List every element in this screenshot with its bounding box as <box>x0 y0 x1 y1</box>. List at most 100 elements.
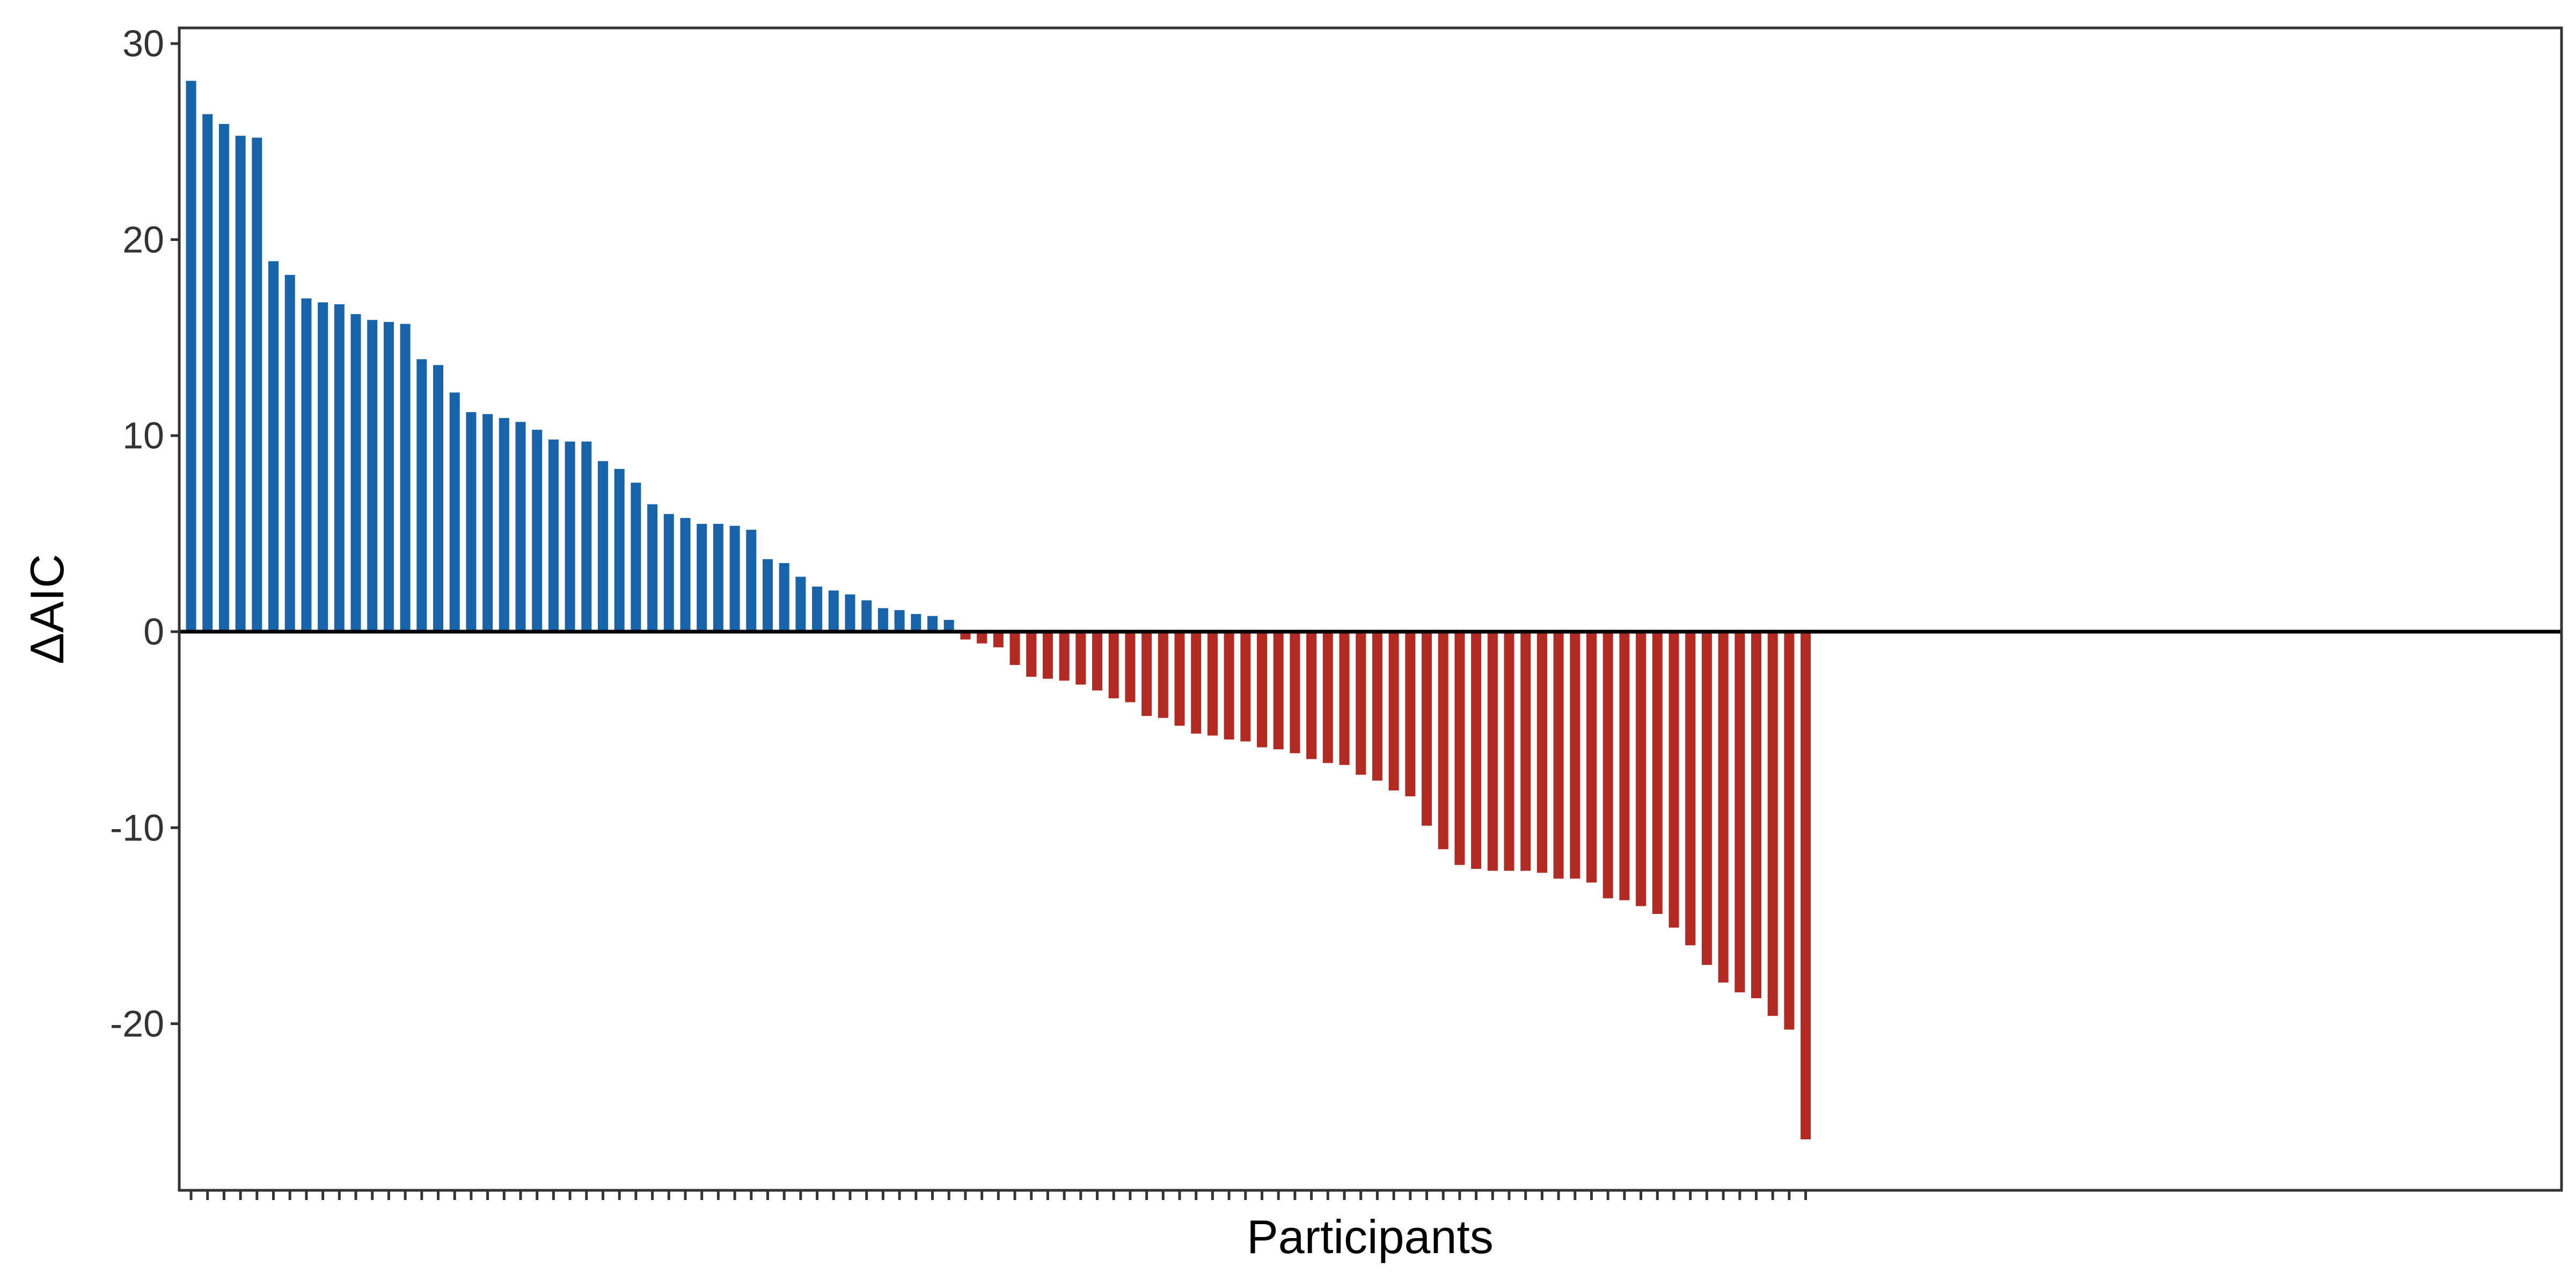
bar <box>1438 632 1448 850</box>
bar <box>1059 632 1070 681</box>
bar <box>1735 632 1745 993</box>
bar <box>1619 632 1630 901</box>
bar <box>1257 632 1267 748</box>
bar <box>186 80 196 632</box>
bar <box>911 614 921 632</box>
bar <box>1636 632 1646 906</box>
bar <box>598 461 608 632</box>
bar <box>977 632 987 643</box>
bar <box>1504 632 1514 871</box>
bar <box>350 314 361 632</box>
bar <box>680 518 691 632</box>
bar <box>548 440 559 632</box>
bar <box>1075 632 1086 685</box>
bar <box>1108 632 1119 699</box>
bar <box>828 590 839 632</box>
bar <box>367 320 378 632</box>
bar <box>663 514 674 632</box>
bar <box>1405 632 1416 796</box>
bar <box>499 418 509 632</box>
bar <box>532 429 543 632</box>
bar <box>877 608 888 632</box>
bar <box>1471 632 1482 869</box>
bar <box>318 302 328 632</box>
bars-group <box>186 80 1811 1139</box>
bar <box>1718 632 1729 983</box>
bar <box>400 324 411 632</box>
bar <box>631 482 641 632</box>
bar <box>449 392 460 632</box>
bar <box>697 524 707 632</box>
bar <box>1273 632 1284 750</box>
y-tick-label: 10 <box>122 415 164 457</box>
bar <box>383 321 394 632</box>
bar <box>1553 632 1564 879</box>
bar <box>466 412 477 632</box>
bar <box>746 530 757 632</box>
bar <box>894 610 905 632</box>
bar <box>1141 632 1152 716</box>
y-tick-label: -10 <box>110 807 164 848</box>
bar <box>235 135 246 632</box>
bar <box>1125 632 1136 702</box>
bar <box>1009 632 1020 665</box>
bar <box>1668 632 1679 928</box>
bar <box>515 422 526 632</box>
bar <box>482 414 493 632</box>
bar <box>1207 632 1218 736</box>
bar <box>1339 632 1350 765</box>
bar <box>1784 632 1795 1030</box>
bar <box>1586 632 1597 883</box>
bar <box>284 275 295 632</box>
bar <box>1422 632 1432 826</box>
x-axis-title: Participants <box>1247 1210 1494 1263</box>
bar <box>845 594 855 632</box>
bar <box>729 525 740 632</box>
bar <box>416 359 427 632</box>
bar <box>581 441 592 632</box>
bar <box>1520 632 1531 871</box>
bar <box>252 137 262 632</box>
bar <box>960 632 971 640</box>
bar <box>993 632 1004 648</box>
bar <box>1356 632 1366 775</box>
plot-background <box>179 28 2562 1190</box>
bar <box>1685 632 1696 946</box>
bar <box>433 365 443 632</box>
bar <box>1191 632 1202 734</box>
bar <box>334 304 345 632</box>
bar <box>1652 632 1663 914</box>
plot-border <box>178 26 2563 1192</box>
bar <box>1026 632 1037 677</box>
bar <box>301 298 312 632</box>
bar <box>795 576 806 632</box>
y-tick-label: -20 <box>110 1003 164 1045</box>
bar <box>565 441 575 632</box>
bar <box>713 524 723 632</box>
bar <box>927 616 938 632</box>
y-tick-label: 20 <box>122 218 164 260</box>
bar <box>1454 632 1465 865</box>
bar <box>1224 632 1234 740</box>
bar <box>202 114 213 632</box>
bar <box>218 124 229 632</box>
x-axis-ticks <box>189 1190 1807 1200</box>
bar <box>1092 632 1102 691</box>
bar <box>1751 632 1761 998</box>
bar <box>1174 632 1185 726</box>
y-tick-label: 0 <box>143 611 164 653</box>
bar <box>1536 632 1547 873</box>
bar <box>1767 632 1778 1016</box>
bar <box>1240 632 1251 742</box>
bar <box>1290 632 1300 753</box>
bar <box>647 504 658 632</box>
bar <box>1322 632 1333 763</box>
bar <box>1388 632 1399 791</box>
bar <box>1570 632 1580 879</box>
bar <box>1372 632 1382 781</box>
bar <box>763 559 773 632</box>
y-axis: 30 20 10 0 -10 -20 <box>110 23 179 1045</box>
bar <box>1158 632 1168 718</box>
bar <box>614 469 625 632</box>
